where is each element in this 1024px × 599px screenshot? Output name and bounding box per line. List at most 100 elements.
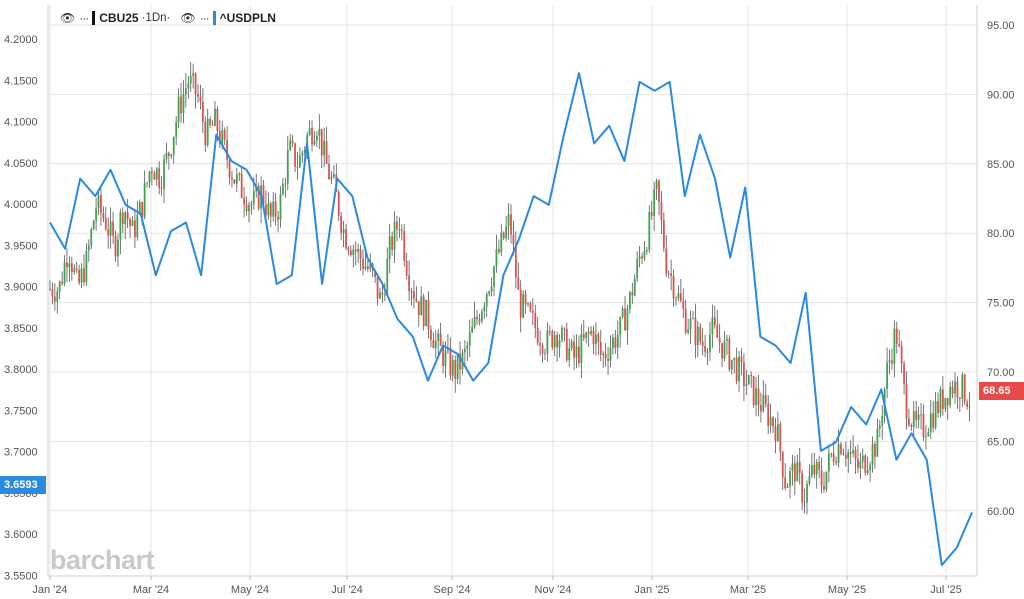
candle-body (689, 318, 692, 330)
candle-body (252, 191, 255, 205)
candle-body (114, 235, 117, 257)
candle-body (519, 289, 522, 318)
usdpln-line (49, 72, 973, 567)
right-tick-label: 85.00 (987, 159, 1015, 171)
right-tick-label: 70.00 (987, 367, 1015, 379)
candle-body (129, 219, 131, 227)
candle-body (818, 461, 821, 471)
candle-body (687, 329, 690, 333)
candle-body (667, 273, 670, 275)
candle-body (250, 204, 253, 206)
candle-body (291, 140, 294, 144)
candle-body (141, 201, 144, 218)
candle-body (612, 337, 614, 348)
candle-body (662, 220, 665, 249)
candle-body (932, 413, 935, 428)
candle-body (170, 154, 173, 157)
candle-body (815, 461, 818, 475)
candle-body (121, 212, 124, 225)
candle-body (223, 130, 226, 140)
candle-body (827, 453, 830, 472)
ellipsis-icon[interactable]: ··· (199, 11, 210, 25)
candle-body (745, 384, 748, 386)
candle-body (172, 136, 175, 155)
left-tick-label: 4.1000 (4, 117, 38, 129)
candle-body (209, 118, 212, 125)
candle-body (488, 291, 491, 294)
candle-body (478, 319, 481, 322)
candle-body (556, 335, 558, 348)
candle-body (61, 281, 64, 284)
candle-body (274, 201, 277, 217)
candle-body (366, 266, 369, 269)
candle-body (177, 96, 180, 122)
candle-body (895, 328, 898, 344)
x-tick-label: May '25 (828, 584, 866, 596)
candle-body (480, 311, 483, 322)
candle-body (803, 502, 806, 504)
candle-body (238, 173, 241, 175)
left-tick-label: 3.5500 (4, 570, 38, 582)
candle-body (160, 187, 163, 189)
eye-icon[interactable]: 👁 (60, 11, 76, 25)
candle-body (235, 174, 238, 184)
candle-body (548, 330, 551, 332)
candle-body (332, 174, 335, 177)
eye-icon[interactable]: 👁 (180, 11, 196, 25)
candle-body (211, 124, 214, 126)
candle-body (582, 334, 585, 339)
candle-body (905, 383, 908, 419)
candle-body (847, 452, 850, 459)
candle-body (257, 185, 260, 209)
candle-body (495, 249, 498, 267)
left-tick-label: 4.0500 (4, 158, 38, 170)
candle-body (124, 212, 127, 225)
x-tick-label: Mar '25 (730, 584, 766, 596)
candle-body (864, 455, 867, 474)
candle-body (619, 317, 622, 335)
candle-body (180, 96, 182, 113)
candle-body (944, 398, 947, 409)
candle-body (721, 343, 723, 359)
candle-body (189, 75, 192, 84)
candle-body (112, 221, 114, 236)
candle-body (747, 375, 750, 385)
candle-body (551, 331, 554, 348)
candle-body (175, 121, 178, 137)
candle-body (194, 73, 197, 94)
candle-body (609, 347, 612, 361)
candle-body (265, 204, 267, 216)
candle-body (430, 329, 432, 340)
candle-body (403, 230, 406, 261)
candle-body (490, 286, 493, 292)
candle-body (927, 432, 930, 436)
candle-body (362, 258, 364, 269)
candle-body (575, 346, 578, 358)
candle-body (383, 294, 386, 296)
x-tick-label: May '24 (231, 584, 269, 596)
candle-body (90, 229, 93, 246)
candle-body (427, 299, 430, 330)
legend-compare[interactable]: 👁 ··· ^USDPLN (180, 11, 276, 25)
candle-body (231, 177, 233, 180)
primary-swatch (92, 11, 96, 25)
legend-primary[interactable]: 👁 ··· CBU25 ·1Dn· (60, 11, 170, 25)
candle-body (920, 414, 922, 416)
candle-body (313, 140, 316, 145)
candle-body (289, 140, 292, 151)
candle-body (240, 173, 243, 198)
candle-body (483, 306, 486, 312)
candle-body (854, 449, 857, 460)
candle-body (859, 461, 862, 469)
candle-body (58, 281, 61, 292)
candle-body (476, 316, 478, 320)
candle-body (531, 310, 534, 313)
candle-body (369, 263, 372, 269)
candle-body (505, 226, 508, 239)
candle-body (143, 183, 146, 218)
left-tick-label: 4.0000 (4, 199, 38, 211)
candle-body (718, 337, 721, 344)
ellipsis-icon[interactable]: ··· (79, 11, 89, 25)
candle-body (861, 455, 864, 462)
